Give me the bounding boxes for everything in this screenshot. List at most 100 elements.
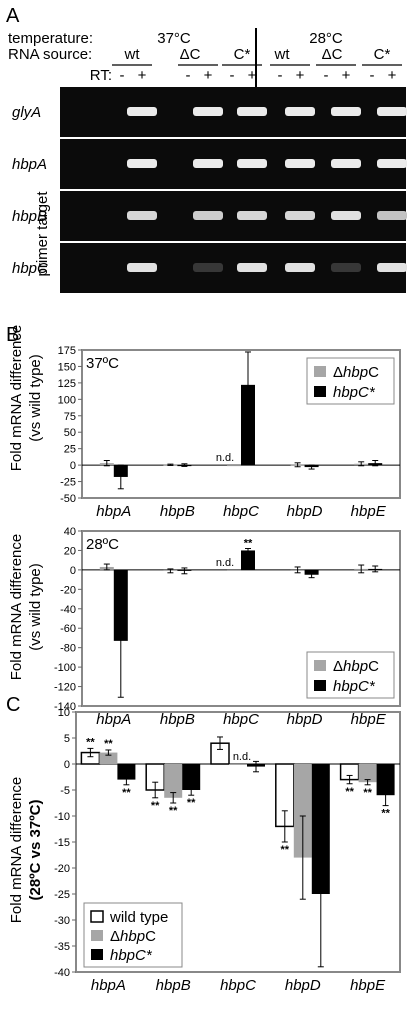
y-tick-label: 0 [70,565,76,577]
panel-b-letter: B [6,324,19,346]
bar-hbpC-0 [227,465,241,467]
band-glyA-4 [331,107,361,116]
primer-target-label: primer target [34,191,51,277]
legend-swatch-cstar [314,680,326,691]
legend-cstar-label: hbpC* [333,384,376,401]
not-determined-label: n.d. [233,751,251,763]
significance-mark: ** [104,738,113,750]
rt-plus-2: + [248,67,257,84]
category-label-hbpB: hbpB [156,977,191,994]
gel-label-glyA: glyA [12,104,41,121]
panel-c-ylabel-2: (28ºC vs 37ºC) [27,799,44,900]
y-tick-label: -120 [54,682,76,694]
legend-swatch-cstar [91,949,103,960]
band-glyA-3 [285,107,315,116]
y-tick-label: -25 [60,477,76,489]
significance-mark: ** [281,844,290,856]
gel-label-hbpC: hbpC [12,260,48,277]
rna-source-3: wt [274,46,291,63]
panel-c-letter: C [6,694,20,716]
legend-wt-label: wild type [109,909,168,926]
rt-label: RT: [90,67,112,84]
bar-hbpC-0 [227,569,241,571]
rt-plus-1: + [204,67,213,84]
significance-mark: ** [381,808,390,820]
plot-frame [81,530,401,707]
y-tick-label: -10 [54,811,70,823]
temp-37-label: 37°C [157,30,191,47]
bar-hbpE-2 [376,764,395,796]
significance-mark: ** [187,797,196,809]
band-glyA-2 [237,107,267,116]
y-tick-label: -30 [54,915,70,927]
legend-swatch-delta [91,930,103,941]
rt-minus-5: - [370,67,375,84]
significance-mark: ** [86,736,95,748]
band-hbpB-5 [377,211,407,220]
bar-hbpC-1 [241,384,255,466]
temperature-label: temperature: [8,30,93,47]
not-determined-label: n.d. [216,557,234,569]
bar-hbpB-2 [182,764,201,790]
significance-mark: ** [122,787,131,799]
rt-plus-3: + [296,67,305,84]
bar-hbpC-1 [229,764,247,765]
rt-minus-2: - [230,67,235,84]
y-tick-label: 0 [64,759,70,771]
rt-plus-5: + [388,67,397,84]
legend-cstar-label: hbpC* [333,678,376,695]
temp-28-label: 28°C [309,30,343,47]
rna-source-5: C* [374,46,391,63]
temperature-annotation: 28ºC [86,536,119,553]
significance-mark: ** [345,786,354,798]
temperature-annotation: 37ºC [86,355,119,372]
rt-minus-1: - [186,67,191,84]
category-label-hbpA: hbpA [96,711,131,728]
category-label-hbpB: hbpB [160,711,195,728]
y-tick-label: 0 [70,460,76,472]
y-tick-label: -15 [54,837,70,849]
category-label-hbpE: hbpE [351,711,387,728]
rna-source-0: wt [124,46,141,63]
rna-source-2: C* [234,46,251,63]
category-label-hbpC: hbpC [220,977,256,994]
band-hbpB-3 [285,211,315,220]
y-tick-label: 175 [58,345,76,357]
significance-mark: ** [244,538,253,550]
y-tick-label: 125 [58,378,76,390]
band-hbpB-4 [331,211,361,220]
band-hbpA-4 [331,159,361,168]
y-tick-label: -5 [60,785,70,797]
category-label-hbpE: hbpE [350,977,386,994]
rna-source-1: ΔC [180,46,201,63]
legend-cstar-label: hbpC* [110,947,153,964]
category-label-hbpB: hbpB [160,503,195,520]
band-hbpA-3 [285,159,315,168]
legend-swatch-wt [90,910,104,923]
band-hbpB-0 [127,211,157,220]
y-tick-label: -50 [60,493,76,505]
y-tick-label: -80 [60,643,76,655]
panel-b2-ylabel-1: Fold mRNA difference [8,534,25,680]
category-label-hbpD: hbpD [287,711,323,728]
legend-swatch-delta [314,660,326,671]
legend-b2: ΔhbpC hbpC* [306,651,395,699]
rt-minus-4: - [324,67,329,84]
not-determined-label: n.d. [216,452,234,464]
legend-delta-label: ΔhbpC [333,364,379,381]
band-hbpC-5 [377,263,407,272]
band-hbpA-5 [377,159,407,168]
band-hbpA-2 [237,159,267,168]
panel-b-ylabel-1: Fold mRNA difference [8,325,25,471]
y-tick-label: 25 [64,444,76,456]
plot-frame [81,349,401,499]
band-glyA-5 [377,107,407,116]
y-tick-label: -35 [54,941,70,953]
panel-a-letter: A [6,5,20,27]
panel-b-ylabel-2: (vs wild type) [27,354,44,442]
band-hbpC-0 [127,263,157,272]
category-label-hbpA: hbpA [96,503,131,520]
legend-c: wild type ΔhbpC hbpC* [83,902,183,968]
gel-label-hbpB: hbpB [12,208,47,225]
